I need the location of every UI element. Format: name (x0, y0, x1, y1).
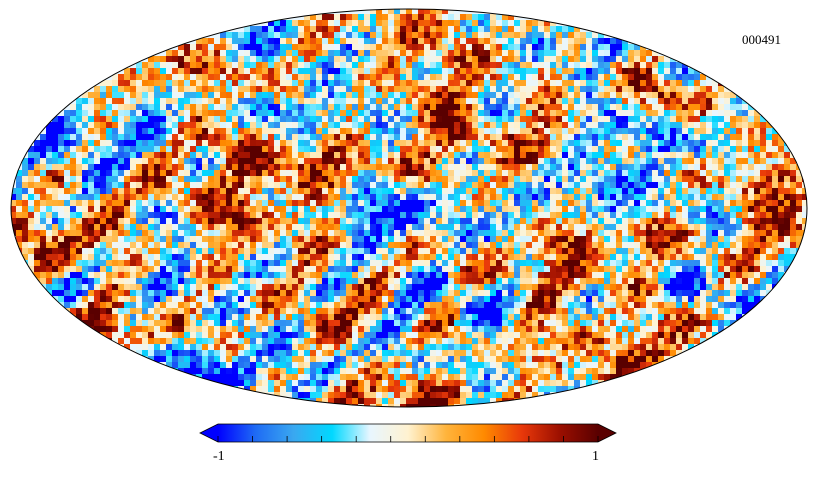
colorbar-min-extend-arrow (200, 424, 218, 442)
colorbar-max-label: 1 (592, 449, 599, 465)
colorbar-max-extend-arrow (598, 424, 616, 442)
map-temperature-field (0, 0, 817, 420)
colorbar-gradient (218, 424, 598, 442)
colorbar-min-label: -1 (213, 449, 225, 465)
map-id-label: 000491 (742, 32, 781, 48)
colorbar (200, 424, 616, 442)
